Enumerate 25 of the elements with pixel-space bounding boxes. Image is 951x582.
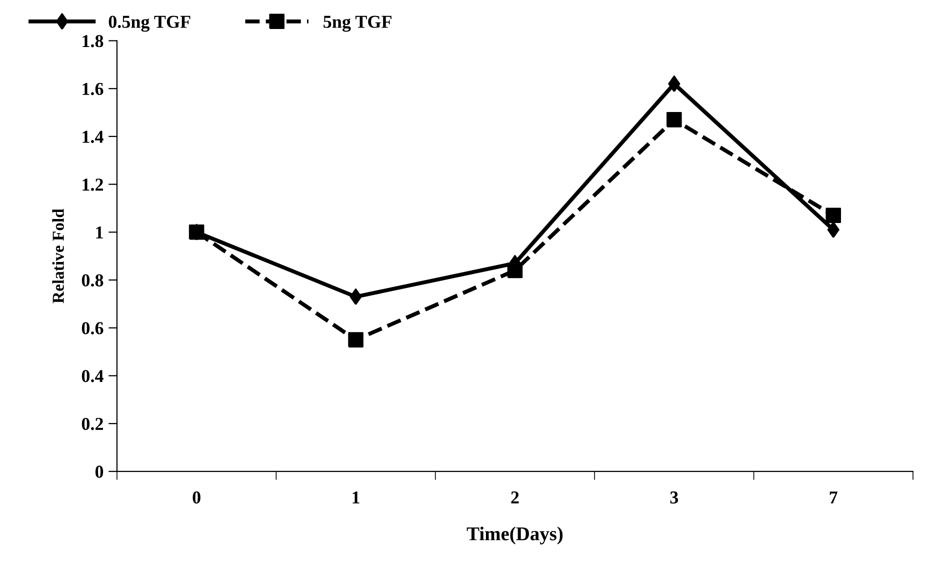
point [826,208,841,224]
y-tick-label: 0 [95,466,104,478]
x-axis-title: Time(Days) [466,526,563,544]
y-tick-label: 1.6 [82,82,104,96]
y-tick-label: 0.4 [82,370,104,382]
y-tick-label: 1.4 [82,130,104,143]
x-tick-label: 3 [670,491,678,504]
x-tick-label: 7 [830,492,838,504]
point [348,332,364,348]
y-axis-title: Relative Fold [52,208,64,304]
x-tick-label: 1 [352,491,360,504]
point [668,75,680,92]
x-tick-label: 2 [511,491,519,504]
y-tick-label: 1.2 [82,178,104,191]
y-tick-label: 1 [96,226,103,238]
x-tick-label: 0 [192,491,200,504]
legend-label: 5ng TGF [324,16,392,32]
y-tick-label: 0.6 [82,322,104,334]
point [666,112,682,128]
legend-label: 0.5ng TGF [108,16,190,32]
y-tick-label: 1.8 [82,34,104,48]
y-tick-label: 0.8 [82,274,104,287]
point [350,288,362,306]
point [827,221,840,238]
y-tick-label: 0.2 [82,418,104,430]
